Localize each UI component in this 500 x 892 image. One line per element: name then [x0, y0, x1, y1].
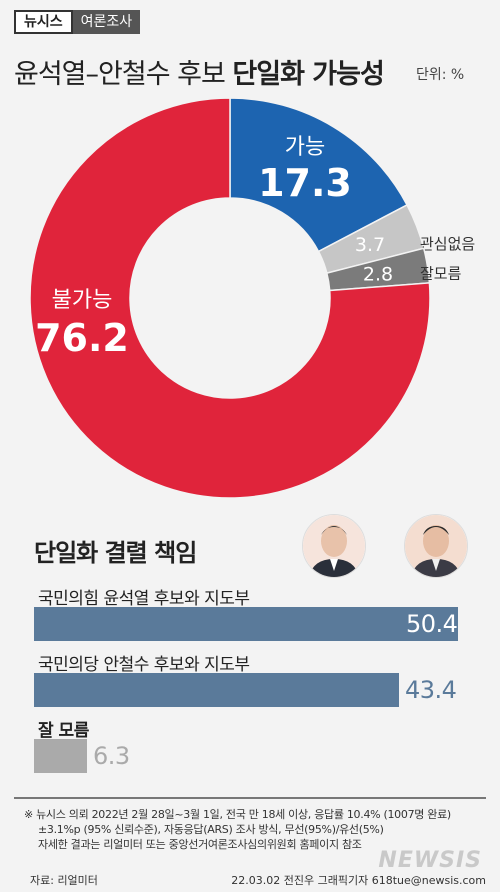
bar-value-label: 43.4	[405, 676, 457, 704]
brand-label: 뉴시스	[14, 10, 73, 34]
pie-category-label: 가능	[285, 135, 325, 160]
footnote-line: ±3.1%p (95% 신뢰수준), 자동응답(ARS) 조사 방식, 무선(9…	[38, 823, 384, 836]
credit-label: 22.03.02 전진우 그래픽기자 618tue@newsis.com	[231, 874, 486, 887]
newsis-logo: NEWSIS	[378, 848, 482, 873]
title-bold: 단일화 가능성	[232, 59, 384, 90]
bar-value-label: 6.3	[93, 742, 130, 770]
bar-row: 43.4	[34, 673, 498, 707]
pie-slice-0	[229, 97, 409, 253]
pie-value-label: 2.8	[363, 264, 393, 286]
pie-value-label: 17.3	[258, 161, 352, 205]
category-label: 여론조사	[72, 10, 141, 34]
bar-row: 50.4	[34, 607, 498, 641]
bar-value-label: 50.4	[406, 610, 458, 638]
bar-label: 국민의당 안철수 후보와 지도부	[38, 655, 250, 675]
footnote-line: 자세한 결과는 리얼미터 또는 중앙선거여론조사심의위원회 홈페이지 참조	[38, 838, 362, 851]
bar-chart-title: 단일화 결렬 책임	[34, 539, 197, 567]
pie-value-label: 3.7	[355, 234, 385, 256]
person-icon	[303, 515, 365, 577]
page-title: 윤석열–안철수 후보 단일화 가능성	[14, 52, 385, 91]
bar	[34, 739, 87, 773]
pie-slice-3	[29, 97, 431, 499]
brand-badge: 뉴시스 여론조사	[14, 10, 141, 34]
bar	[34, 607, 458, 641]
bar-label: 잘 모름	[38, 721, 89, 741]
unit-label: 단위: %	[416, 67, 465, 83]
pie-category-label: 불가능	[52, 288, 113, 313]
pie-value-label: 76.2	[35, 316, 129, 360]
footer-divider	[14, 797, 486, 799]
bar	[34, 673, 399, 707]
pie-category-label: 잘모름	[420, 265, 462, 283]
bar-label: 국민의힘 윤석열 후보와 지도부	[38, 589, 250, 609]
candidate-photo-yoon	[302, 514, 366, 578]
title-normal: 윤석열–안철수 후보	[14, 59, 233, 90]
candidate-photo-ahn	[404, 514, 468, 578]
pie-category-label: 관심없음	[420, 235, 475, 253]
bar-row: 6.3	[34, 739, 498, 773]
person-icon	[405, 515, 467, 577]
source-label: 자료: 리얼미터	[30, 874, 98, 887]
footnote-line: ※ 뉴시스 의뢰 2022년 2월 28일~3월 1일, 전국 만 18세 이상…	[24, 808, 451, 821]
